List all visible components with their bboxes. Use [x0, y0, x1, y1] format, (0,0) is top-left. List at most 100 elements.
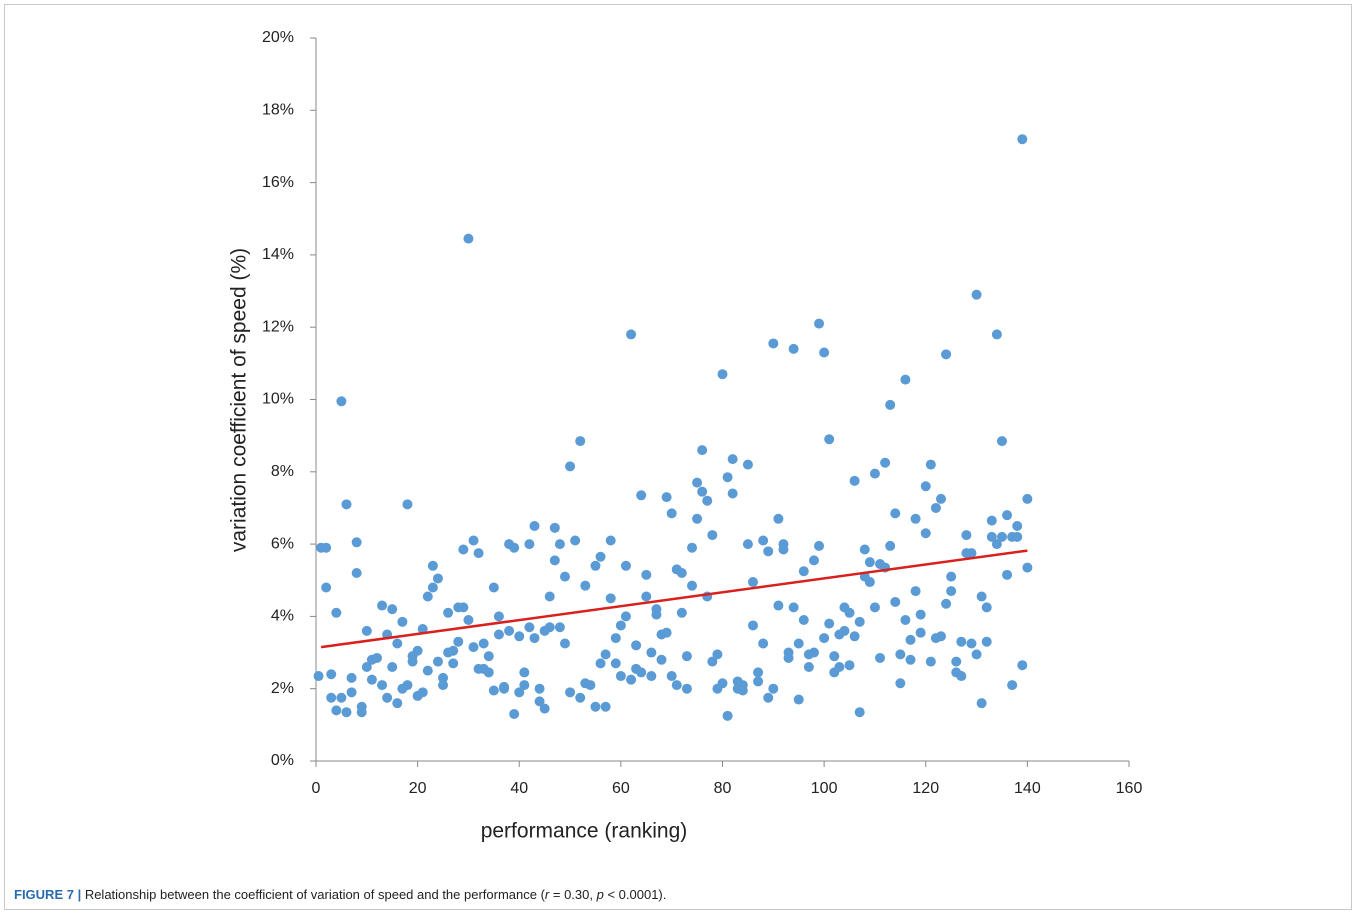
point	[773, 600, 784, 611]
x-tick-label: 160	[1116, 780, 1143, 797]
point	[559, 638, 570, 649]
point	[443, 607, 454, 618]
point	[864, 577, 875, 588]
point	[600, 649, 611, 660]
y-tick-label: 14%	[262, 246, 294, 263]
point	[1007, 680, 1018, 691]
point	[920, 481, 931, 492]
point	[620, 611, 631, 622]
point	[824, 618, 835, 629]
point	[996, 531, 1007, 542]
point	[361, 625, 372, 636]
point	[463, 233, 474, 244]
x-tick-label: 80	[714, 780, 732, 797]
point	[448, 645, 459, 656]
point	[941, 598, 952, 609]
point	[559, 571, 570, 582]
point	[722, 710, 733, 721]
point	[646, 671, 657, 682]
point	[656, 654, 667, 665]
point	[427, 582, 438, 593]
point	[854, 616, 865, 627]
point	[808, 647, 819, 658]
point	[336, 396, 347, 407]
point	[610, 658, 621, 669]
point	[671, 680, 682, 691]
caption-symbol: p	[596, 887, 604, 902]
point	[895, 678, 906, 689]
point	[529, 633, 540, 644]
point	[661, 627, 672, 638]
point	[646, 647, 657, 658]
point	[544, 622, 555, 633]
x-tick-label: 20	[409, 780, 427, 797]
point	[768, 338, 779, 349]
point	[504, 625, 515, 636]
point	[935, 493, 946, 504]
point	[458, 544, 469, 555]
point	[747, 620, 758, 631]
y-tick-label: 2%	[271, 680, 294, 697]
point	[661, 492, 672, 503]
point	[488, 685, 499, 696]
point	[524, 622, 535, 633]
point	[905, 634, 916, 645]
point	[346, 687, 357, 698]
point	[321, 542, 332, 553]
point	[565, 461, 576, 472]
x-tick-label: 60	[612, 780, 630, 797]
point	[869, 468, 880, 479]
point	[717, 678, 728, 689]
point	[976, 591, 987, 602]
point	[996, 436, 1007, 447]
point	[915, 627, 926, 638]
point	[427, 560, 438, 571]
point	[397, 616, 408, 627]
point	[778, 544, 789, 555]
point	[610, 633, 621, 644]
point	[666, 671, 677, 682]
point	[407, 656, 418, 667]
point	[387, 662, 398, 673]
point	[819, 347, 830, 358]
point	[412, 645, 423, 656]
point	[438, 672, 449, 683]
point	[956, 671, 967, 682]
trend-line	[320, 549, 1028, 649]
point	[849, 631, 860, 642]
point	[382, 692, 393, 703]
point	[326, 692, 337, 703]
point	[814, 540, 825, 551]
y-tick-label: 10%	[262, 391, 294, 408]
point	[432, 573, 443, 584]
point	[539, 703, 550, 714]
point	[1012, 531, 1023, 542]
point	[925, 656, 936, 667]
point	[839, 625, 850, 636]
point	[890, 596, 901, 607]
point	[605, 535, 616, 546]
point	[712, 649, 723, 660]
point	[763, 692, 774, 703]
x-tick-label: 40	[510, 780, 528, 797]
point	[595, 551, 606, 562]
point	[651, 609, 662, 620]
point	[387, 604, 398, 615]
point	[946, 586, 957, 597]
caption-symbol: r	[544, 887, 550, 902]
point	[336, 692, 347, 703]
point	[737, 685, 748, 696]
point	[798, 566, 809, 577]
point	[676, 607, 687, 618]
point	[351, 537, 362, 548]
point	[493, 611, 504, 622]
point	[676, 568, 687, 579]
point	[514, 631, 525, 642]
point	[458, 602, 469, 613]
point	[910, 513, 921, 524]
point	[895, 649, 906, 660]
point	[1002, 569, 1013, 580]
point	[900, 374, 911, 385]
point	[351, 568, 362, 579]
